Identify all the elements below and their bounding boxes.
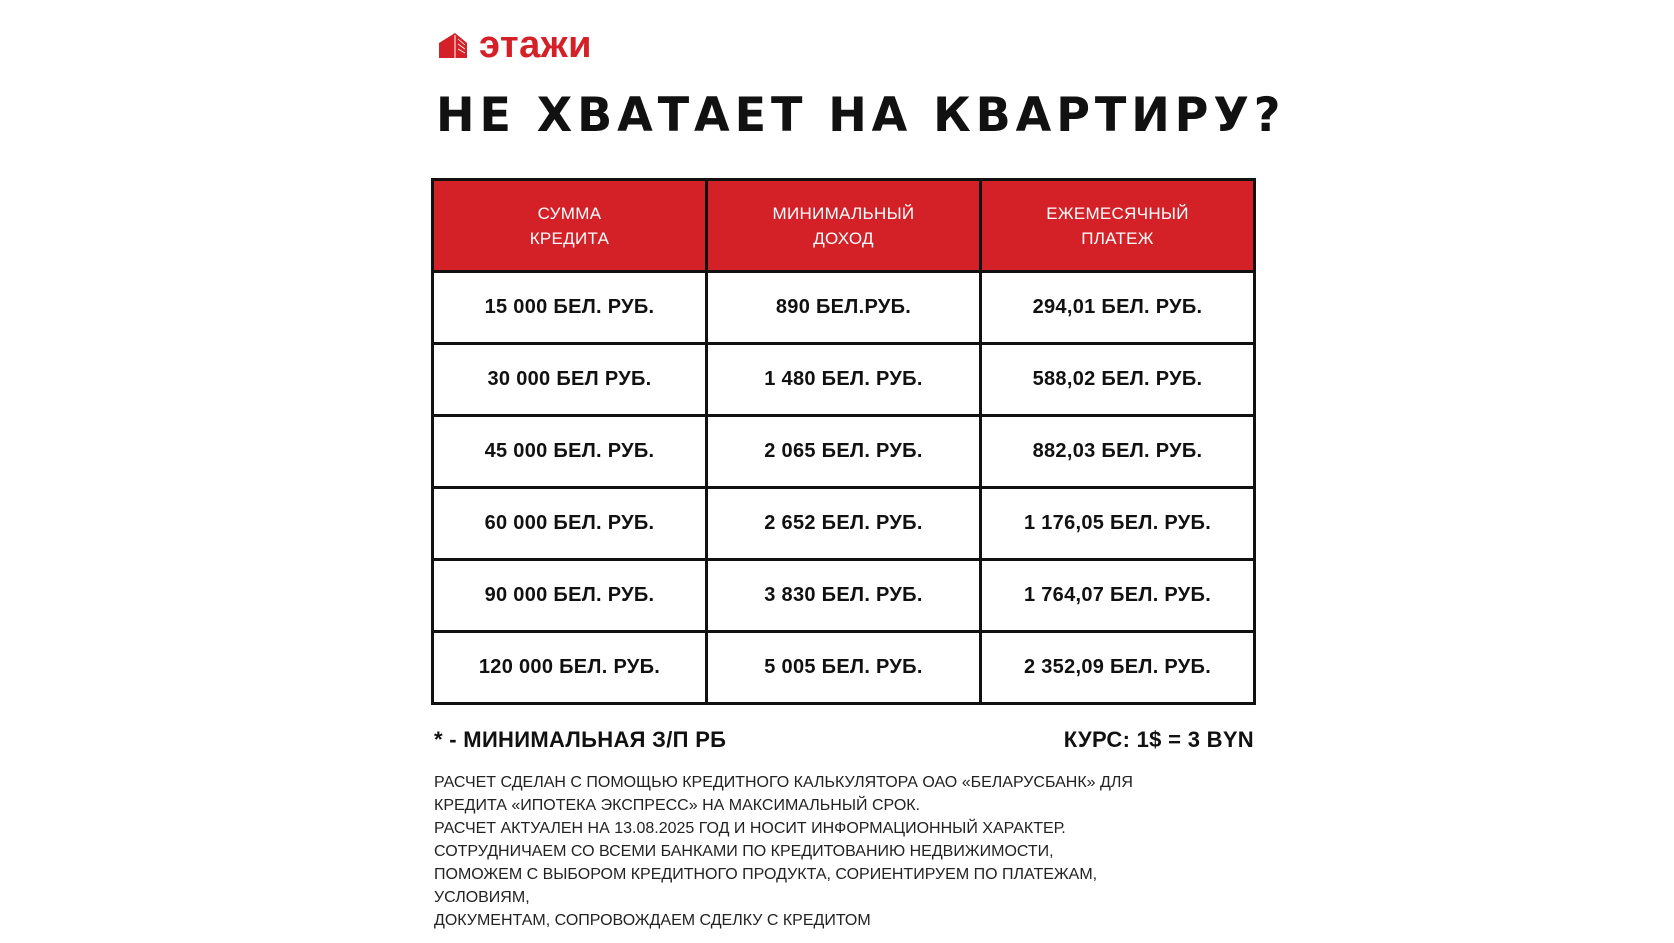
table-cell: 60 000 БЕЛ. РУБ. [431,486,708,561]
table-cell: 1 764,07 БЕЛ. РУБ. [979,558,1256,633]
table-cell: 120 000 БЕЛ. РУБ. [431,630,708,705]
column-header-monthly-payment: ЕЖЕМЕСЯЧНЫЙ ПЛАТЕЖ [979,178,1256,273]
table-cell: 30 000 БЕЛ РУБ. [431,342,708,417]
table-row: 15 000 БЕЛ. РУБ. 890 БЕЛ.РУБ. 294,01 БЕЛ. … [431,270,1256,345]
table-cell: 588,02 БЕЛ. РУБ. [979,342,1256,417]
table-cell: 890 БЕЛ.РУБ. [705,270,982,345]
table-cell: 2 652 БЕЛ. РУБ. [705,486,982,561]
building-logo-icon [439,33,467,58]
header-line: ПЛАТЕЖ [1081,228,1154,248]
table-cell: 3 830 БЕЛ. РУБ. [705,558,982,633]
table-cell: 882,03 БЕЛ. РУБ. [979,414,1256,489]
table-row: 45 000 БЕЛ. РУБ. 2 065 БЕЛ. РУБ. 882,03 БЕ… [431,414,1256,489]
table-cell: 5 005 БЕЛ. РУБ. [705,630,982,705]
info-text: РАСЧЕТ СДЕЛАН С ПОМОЩЬЮ КРЕДИТНОГО КАЛЬК… [434,771,1274,932]
page-title: НЕ ХВАТАЕТ НА КВАРТИРУ? [436,88,1286,143]
min-wage-note: * - МИНИМАЛЬНАЯ З/П РБ [434,727,727,752]
table-cell: 45 000 БЕЛ. РУБ. [431,414,708,489]
header-line: КРЕДИТА [529,228,610,248]
table-cell: 90 000 БЕЛ. РУБ. [431,558,708,633]
table-row: 30 000 БЕЛ РУБ. 1 480 БЕЛ. РУБ. 588,02 БЕЛ… [431,342,1256,417]
header-line: ЕЖЕМЕСЯЧНЫЙ [1046,203,1189,223]
exchange-rate-note: КУРС: 1$ = 3 BYN [1063,727,1254,752]
table-row: 120 000 БЕЛ. РУБ. 5 005 БЕЛ. РУБ. 2 352,09… [431,630,1256,705]
info-line: СОТРУДНИЧАЕМ СО ВСЕМИ БАНКАМИ ПО КРЕДИТО… [434,843,1054,860]
info-line: УСЛОВИЯМ, [434,889,530,906]
table-cell: 2 065 БЕЛ. РУБ. [705,414,982,489]
info-line: РАСЧЕТ СДЕЛАН С ПОМОЩЬЮ КРЕДИТНОГО КАЛЬК… [434,774,1133,791]
info-line: ДОКУМЕНТАМ, СОПРОВОЖДАЕМ СДЕЛКУ С КРЕДИТ… [434,912,871,929]
table-cell: 1 480 БЕЛ. РУБ. [705,342,982,417]
brand-name: этажи [479,24,593,66]
header-line: СУММА [537,203,602,223]
info-line: КРЕДИТА «ИПОТЕКА ЭКСПРЕСС» НА МАКСИМАЛЬН… [434,797,921,814]
table-cell: 15 000 БЕЛ. РУБ. [431,270,708,345]
table-cell: 2 352,09 БЕЛ. РУБ. [979,630,1256,705]
table-cell: 294,01 БЕЛ. РУБ. [979,270,1256,345]
column-header-loan-amount: СУММА КРЕДИТА [431,178,708,273]
info-line: РАСЧЕТ АКТУАЛЕН НА 13.08.2025 ГОД И НОСИ… [434,820,1066,837]
column-header-min-income: МИНИМАЛЬНЫЙ ДОХОД [705,178,982,273]
brand-logo: этажи [437,26,592,64]
header-line: МИНИМАЛЬНЫЙ [772,203,915,223]
header-line: ДОХОД [813,228,874,248]
table-row: 60 000 БЕЛ. РУБ. 2 652 БЕЛ. РУБ. 1 176,05 … [431,486,1256,561]
table-header-row: СУММА КРЕДИТА МИНИМАЛЬНЫЙ ДОХОД ЕЖЕМЕСЯЧНЫ… [431,178,1256,273]
credit-table: СУММА КРЕДИТА МИНИМАЛЬНЫЙ ДОХОД ЕЖЕМЕСЯЧНЫ… [431,178,1256,705]
info-line: ПОМОЖЕМ С ВЫБОРОМ КРЕДИТНОГО ПРОДУКТА, С… [434,866,1098,883]
table-row: 90 000 БЕЛ. РУБ. 3 830 БЕЛ. РУБ. 1 764,07 … [431,558,1256,633]
table-cell: 1 176,05 БЕЛ. РУБ. [979,486,1256,561]
